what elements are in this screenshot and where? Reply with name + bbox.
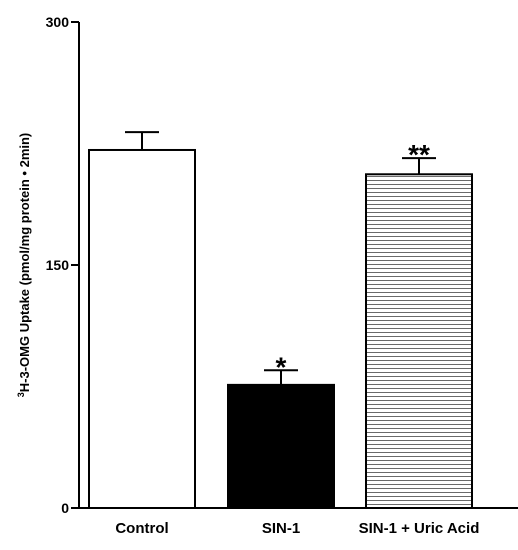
bar-sin-1 (227, 383, 335, 510)
significance-mark: * (276, 351, 287, 382)
significance-mark: ** (408, 139, 430, 170)
error-bars-group (125, 131, 436, 385)
y-axis-title-superscript: 3 (16, 392, 26, 397)
y-tick-label: 150 (46, 257, 70, 273)
significance-marks-group: *** (276, 139, 430, 382)
y-tick-label: 0 (61, 500, 69, 516)
y-ticks-group: 0 150 300 (46, 14, 79, 516)
y-axis-title-text: H-3-OMG Uptake (pmol/mg protein • 2min) (17, 133, 32, 393)
bar-sin-1-uric-acid (365, 173, 473, 509)
x-category-label: SIN-1 (262, 520, 300, 537)
x-category-label: SIN-1 + Uric Acid (359, 520, 480, 537)
x-category-label: Control (115, 520, 168, 537)
x-labels-group: Control SIN-1 SIN-1 + Uric Acid (115, 520, 479, 537)
bars-group (88, 148, 473, 510)
y-axis-title: 3H-3-OMG Uptake (pmol/mg protein • 2min) (16, 133, 32, 398)
y-tick-label: 300 (46, 14, 70, 30)
bar-control (88, 148, 196, 509)
